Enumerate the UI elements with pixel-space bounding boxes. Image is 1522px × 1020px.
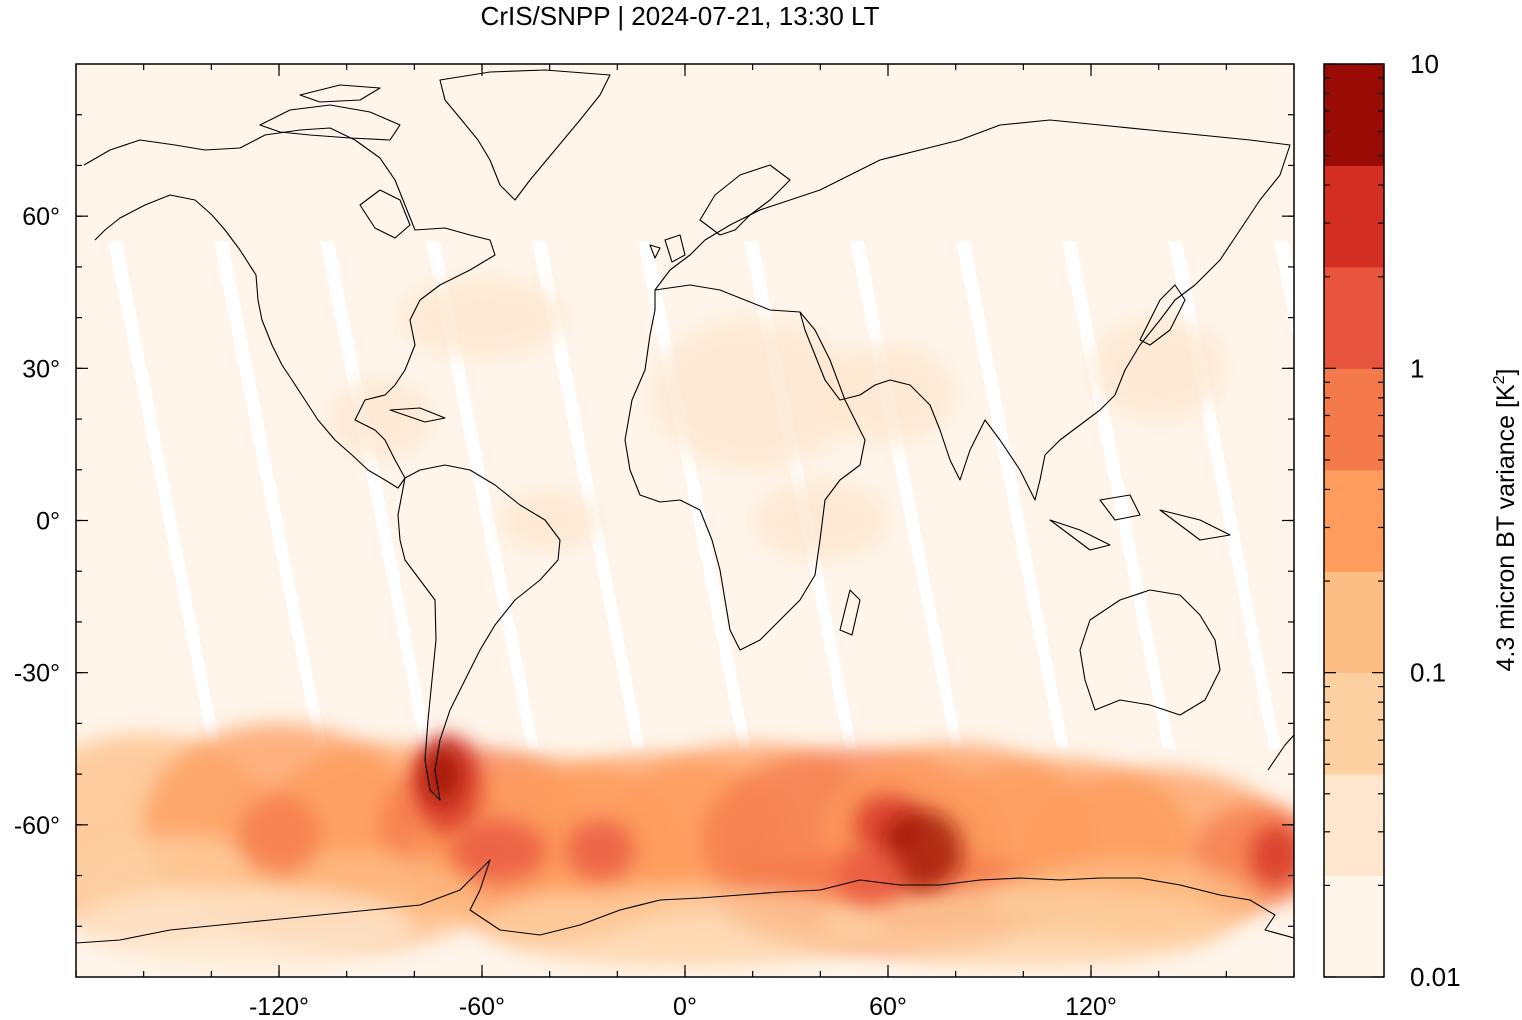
x-tick-label: 60° — [869, 993, 907, 1020]
coast-cuba — [389, 407, 446, 423]
y-tick-label: 0° — [36, 508, 60, 536]
variance-blob — [651, 317, 855, 470]
orbit-gap — [532, 241, 645, 749]
orbit-gap — [214, 241, 327, 749]
x-tick-label: -60° — [459, 993, 505, 1020]
variance-blob — [820, 885, 1227, 967]
colorbar-title-label: 4.3 micron BT variance — [1492, 415, 1520, 672]
variance-blob — [1250, 824, 1294, 886]
coastlines — [76, 69, 1294, 944]
orbit-gap — [320, 241, 433, 749]
variance-blob — [421, 743, 462, 805]
coast-british-isles — [649, 234, 686, 263]
colorbar-swatch — [1324, 469, 1384, 572]
variance-blob — [752, 479, 888, 562]
coast-africa — [624, 284, 866, 651]
variance-blob — [837, 845, 905, 906]
x-tick-label: 0° — [673, 993, 697, 1020]
coast-hudson-bay — [359, 189, 411, 239]
colorbar-swatch — [1324, 875, 1384, 978]
x-tick-label: -120° — [249, 993, 309, 1020]
variance-blob — [482, 885, 888, 967]
axis-labels: -120° -60° 0° 60° 120° 60° 30° 0° -30° -60° — [14, 203, 1117, 1020]
variance-blob — [76, 885, 415, 967]
colorbar-label: 0.01 — [1410, 962, 1461, 992]
variance-blob — [238, 794, 320, 876]
variance-blob — [451, 819, 547, 881]
coast-new-zealand — [1267, 734, 1294, 771]
coast-madagascar — [839, 589, 861, 636]
orbit-gap — [1062, 241, 1175, 749]
orbit-gap — [426, 241, 539, 749]
variance-blob — [498, 490, 601, 551]
coast-eurasia — [654, 119, 1291, 501]
colorbar-swatch — [1324, 165, 1384, 268]
coast-greenland — [439, 69, 611, 201]
coast-australia — [1079, 589, 1221, 716]
colorbar-labels: 10 1 0.1 0.01 — [1410, 49, 1461, 992]
colorbar-title-units: [K — [1492, 384, 1520, 408]
plot-area — [76, 64, 1294, 977]
variance-blob — [566, 819, 635, 881]
variance-blob — [397, 277, 567, 359]
orbit-gap — [956, 241, 1069, 749]
chart-title: CrIS/SNPP | 2024-07-21, 13:30 LT — [480, 1, 880, 31]
variance-blob — [820, 342, 956, 445]
orbit-gap — [108, 241, 221, 749]
x-tick-label: 120° — [1065, 993, 1117, 1020]
coast-japan — [1139, 284, 1186, 346]
colorbar-title-units-end: ] — [1492, 368, 1520, 375]
y-tick-label: 60° — [22, 203, 60, 231]
coast-scandinavia — [699, 164, 791, 236]
colorbar-swatch — [1324, 64, 1384, 166]
colorbar-label: 0.1 — [1410, 658, 1446, 688]
coast-arctic-islands — [259, 84, 401, 141]
colorbar-label: 10 — [1410, 49, 1439, 79]
y-tick-label: -60° — [14, 812, 60, 840]
y-tick-label: 30° — [22, 355, 60, 383]
coast-indonesia — [1049, 494, 1231, 551]
colorbar-swatch — [1324, 266, 1384, 369]
colorbar-swatch — [1324, 368, 1384, 471]
coast-south-america — [397, 464, 561, 801]
colorbar — [1323, 63, 1385, 978]
colorbar-frame — [1323, 63, 1385, 978]
colorbar-swatch — [1324, 571, 1384, 674]
colorbar-ticks — [1324, 63, 1384, 978]
variance-blob — [1091, 317, 1227, 420]
colorbar-swatch — [1324, 774, 1384, 877]
variance-blob — [329, 378, 432, 460]
variance-field — [76, 277, 1294, 967]
axis-ticks — [75, 64, 1295, 977]
coast-antarctica — [76, 859, 1294, 944]
colorbar-label: 1 — [1410, 353, 1424, 383]
colorbar-swatch — [1324, 672, 1384, 775]
y-tick-label: -30° — [14, 660, 60, 688]
colorbar-title-units-sup: 2 — [1491, 375, 1508, 384]
colorbar-title: 4.3 micron BT variance [K2] — [1491, 368, 1520, 671]
